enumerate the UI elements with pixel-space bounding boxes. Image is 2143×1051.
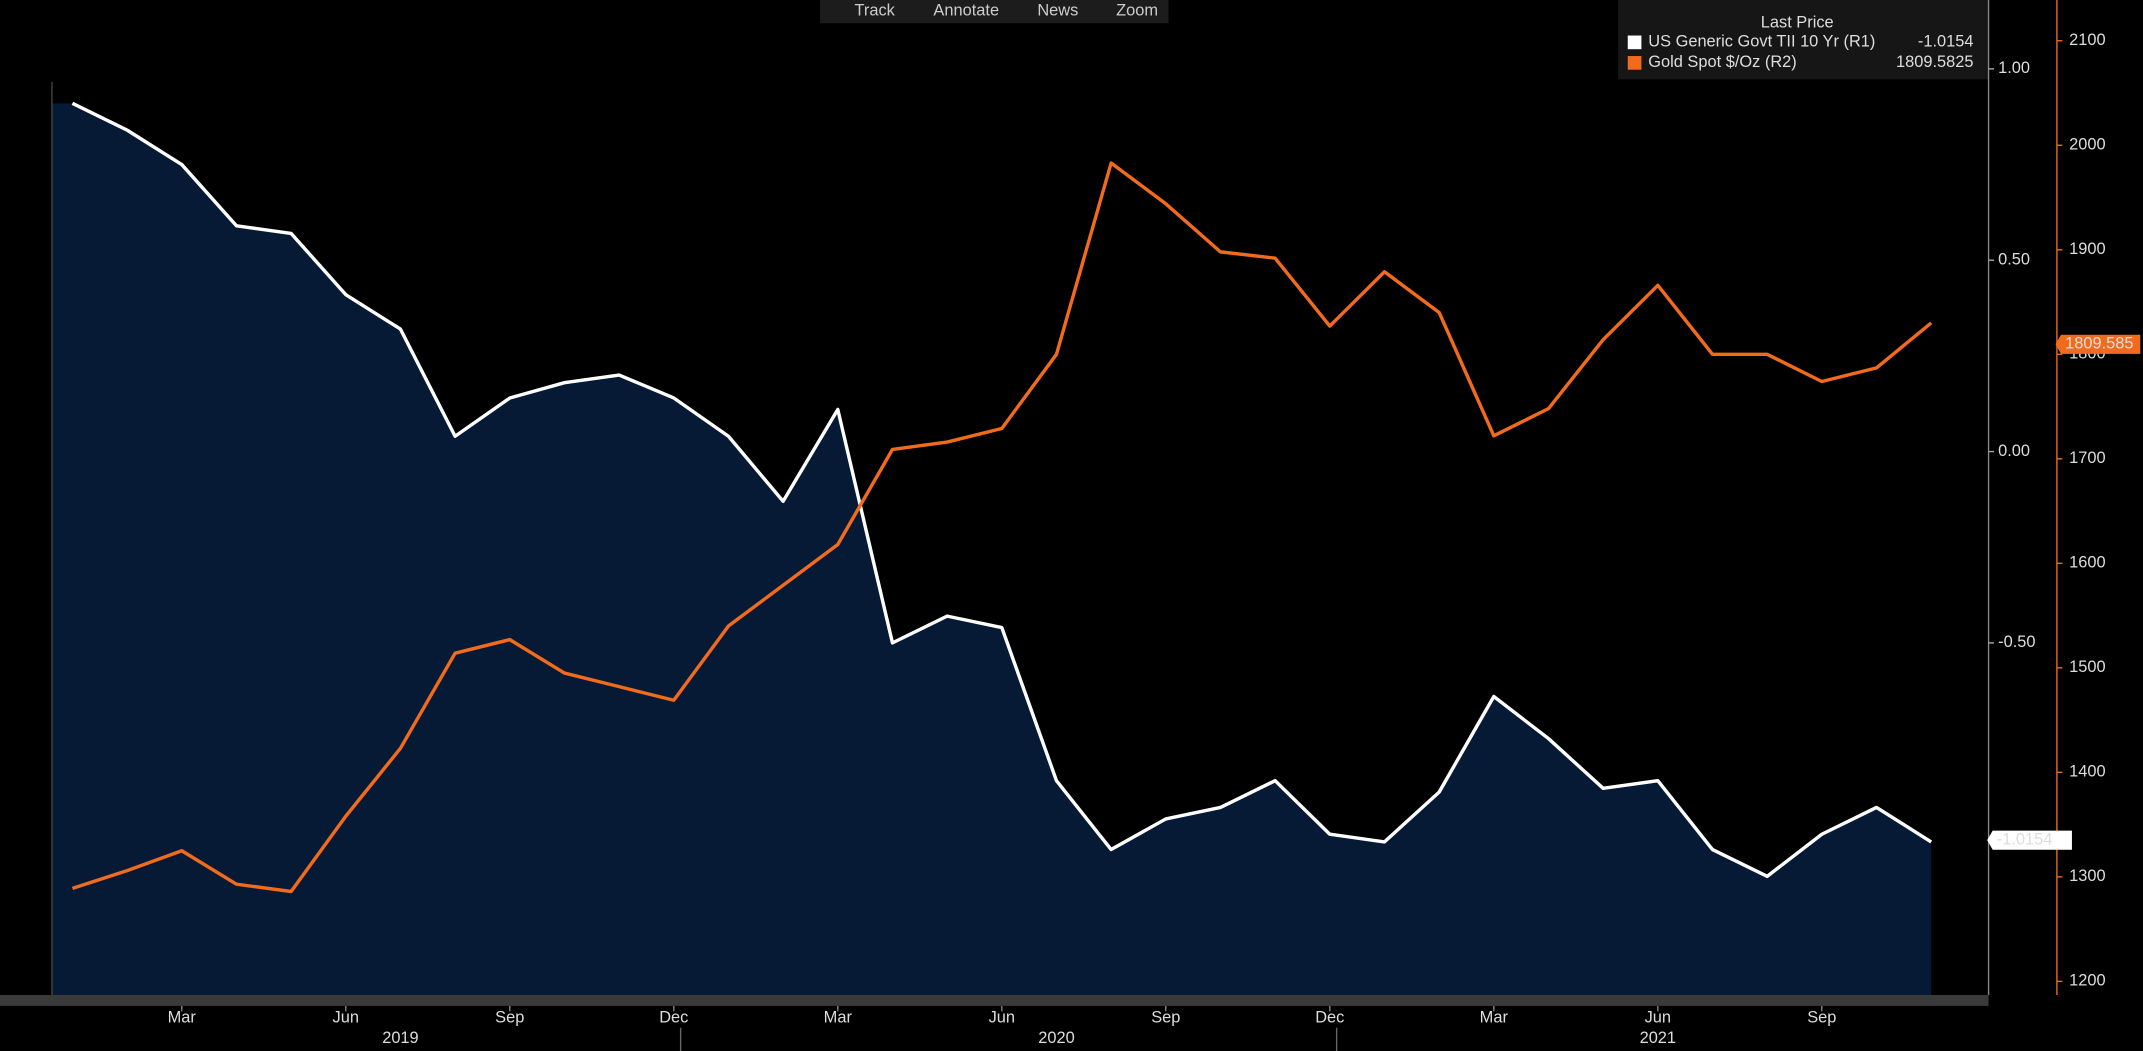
legend-swatch <box>1627 35 1642 50</box>
last-value-tag <box>1987 830 2072 850</box>
y2-tick-label: 1600 <box>2069 554 2105 572</box>
legend-label: US Generic Govt TII 10 Yr (R1) <box>1648 33 1875 51</box>
y2-tick-label: 1500 <box>2069 658 2105 676</box>
line <box>71 101 1933 879</box>
toolbar-button[interactable]: Track <box>855 1 896 19</box>
y2-tick-label: 2100 <box>2069 31 2105 49</box>
y2-tick-label: 1200 <box>2069 972 2105 990</box>
toolbar-button[interactable]: Zoom <box>1116 1 1158 19</box>
toolbar-button[interactable]: News <box>1037 1 1078 19</box>
last-value-tag <box>2055 334 2141 354</box>
x-tick-label: Dec <box>1315 1009 1344 1027</box>
y-tick-label: 1.00 <box>1998 59 2030 77</box>
y2-tick-label: 1300 <box>2069 867 2105 885</box>
x-tick-label: Mar <box>168 1009 197 1027</box>
year-label: 2021 <box>1640 1029 1676 1047</box>
legend-swatch <box>1627 56 1642 70</box>
toolbar-button[interactable]: Annotate <box>933 1 999 19</box>
toolbar <box>820 0 1169 24</box>
line <box>71 161 1933 894</box>
legend-title: Last Price <box>1761 14 1834 32</box>
x-tick-label: Jun <box>1645 1009 1671 1027</box>
x-tick-label: Sep <box>1807 1009 1836 1027</box>
x-tick-label: Dec <box>659 1009 688 1027</box>
x-tick-label: Sep <box>495 1009 524 1027</box>
area <box>51 103 1932 995</box>
year-label: 2020 <box>1038 1029 1074 1047</box>
x-tick-label: Sep <box>1151 1009 1180 1027</box>
plot-area <box>51 101 1933 995</box>
y2-tick-label: 1700 <box>2069 449 2105 467</box>
legend-label: Gold Spot $/Oz (R2) <box>1648 53 1796 71</box>
last-value-label: 1809.585 <box>2065 335 2133 353</box>
year-label: 2019 <box>382 1029 418 1047</box>
last-value-label: -1.0154 <box>1997 830 2053 848</box>
y-tick-label: 0.00 <box>1998 442 2030 460</box>
y-tick-label: 0.50 <box>1998 251 2030 269</box>
y2-tick-label: 1400 <box>2069 763 2105 781</box>
x-tick-label: Jun <box>989 1009 1015 1027</box>
x-tick-label: Mar <box>1480 1009 1509 1027</box>
y2-tick-label: 1900 <box>2069 240 2105 258</box>
x-tick-label: Mar <box>824 1009 853 1027</box>
y2-tick-label: 2000 <box>2069 136 2105 154</box>
legend-value: -1.0154 <box>1918 33 1974 51</box>
scroll-strip <box>0 994 1989 1006</box>
legend-value: 1809.5825 <box>1896 53 1973 71</box>
y-tick-label: -0.50 <box>1998 633 2035 651</box>
x-tick-label: Jun <box>333 1009 359 1027</box>
legend-box <box>1618 0 1989 80</box>
